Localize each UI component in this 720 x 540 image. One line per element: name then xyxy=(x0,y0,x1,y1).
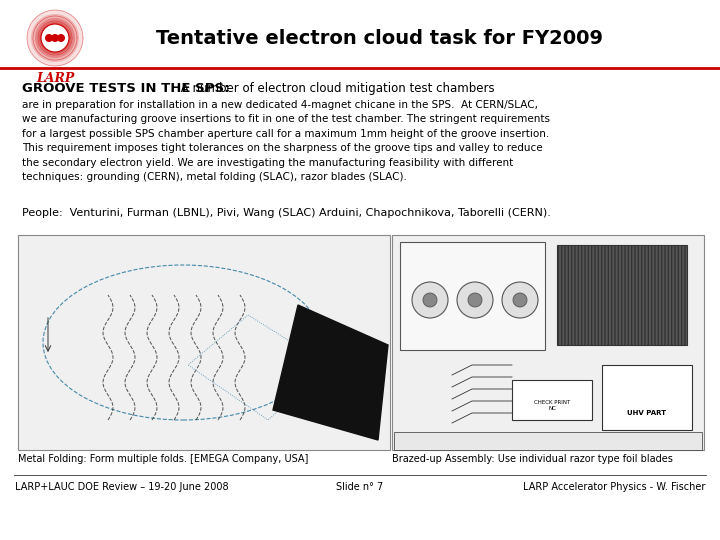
Circle shape xyxy=(31,14,79,62)
Text: LARP Accelerator Physics - W. Fischer: LARP Accelerator Physics - W. Fischer xyxy=(523,482,705,492)
Text: A number of electron cloud mitigation test chambers: A number of electron cloud mitigation te… xyxy=(177,82,495,95)
Text: LARP+LAUC DOE Review – 19-20 June 2008: LARP+LAUC DOE Review – 19-20 June 2008 xyxy=(15,482,229,492)
Circle shape xyxy=(468,293,482,307)
Text: GROOVE TESTS IN THE SPS:: GROOVE TESTS IN THE SPS: xyxy=(22,82,230,95)
Circle shape xyxy=(457,282,493,318)
Circle shape xyxy=(35,18,75,58)
Text: People:  Venturini, Furman (LBNL), Pivi, Wang (SLAC) Arduini, Chapochnikova, Tab: People: Venturini, Furman (LBNL), Pivi, … xyxy=(22,208,551,218)
Bar xyxy=(394,432,702,450)
Text: Slide n° 7: Slide n° 7 xyxy=(336,482,384,492)
Circle shape xyxy=(513,293,527,307)
Circle shape xyxy=(51,34,59,42)
Circle shape xyxy=(502,282,538,318)
Bar xyxy=(512,380,592,420)
Bar xyxy=(400,242,545,350)
Circle shape xyxy=(41,24,69,52)
Circle shape xyxy=(412,282,448,318)
Bar xyxy=(392,235,704,450)
Circle shape xyxy=(423,293,437,307)
Circle shape xyxy=(45,34,53,42)
Bar xyxy=(18,235,390,450)
Circle shape xyxy=(39,22,71,54)
Circle shape xyxy=(27,10,83,66)
Circle shape xyxy=(57,34,65,42)
Text: are in preparation for installation in a new dedicated 4-magnet chicane in the S: are in preparation for installation in a… xyxy=(22,100,550,182)
Text: Metal Folding: Form multiple folds. [EMEGA Company, USA]: Metal Folding: Form multiple folds. [EME… xyxy=(18,454,308,464)
Bar xyxy=(602,365,692,430)
Text: Tentative electron cloud task for FY2009: Tentative electron cloud task for FY2009 xyxy=(156,29,603,48)
Bar xyxy=(557,245,687,345)
Text: CHECK PRINT
NC: CHECK PRINT NC xyxy=(534,400,570,411)
Text: Brazed-up Assembly: Use individual razor type foil blades: Brazed-up Assembly: Use individual razor… xyxy=(392,454,673,464)
Text: UHV PART: UHV PART xyxy=(627,410,667,416)
Polygon shape xyxy=(273,305,388,440)
Text: LARP: LARP xyxy=(36,72,74,85)
